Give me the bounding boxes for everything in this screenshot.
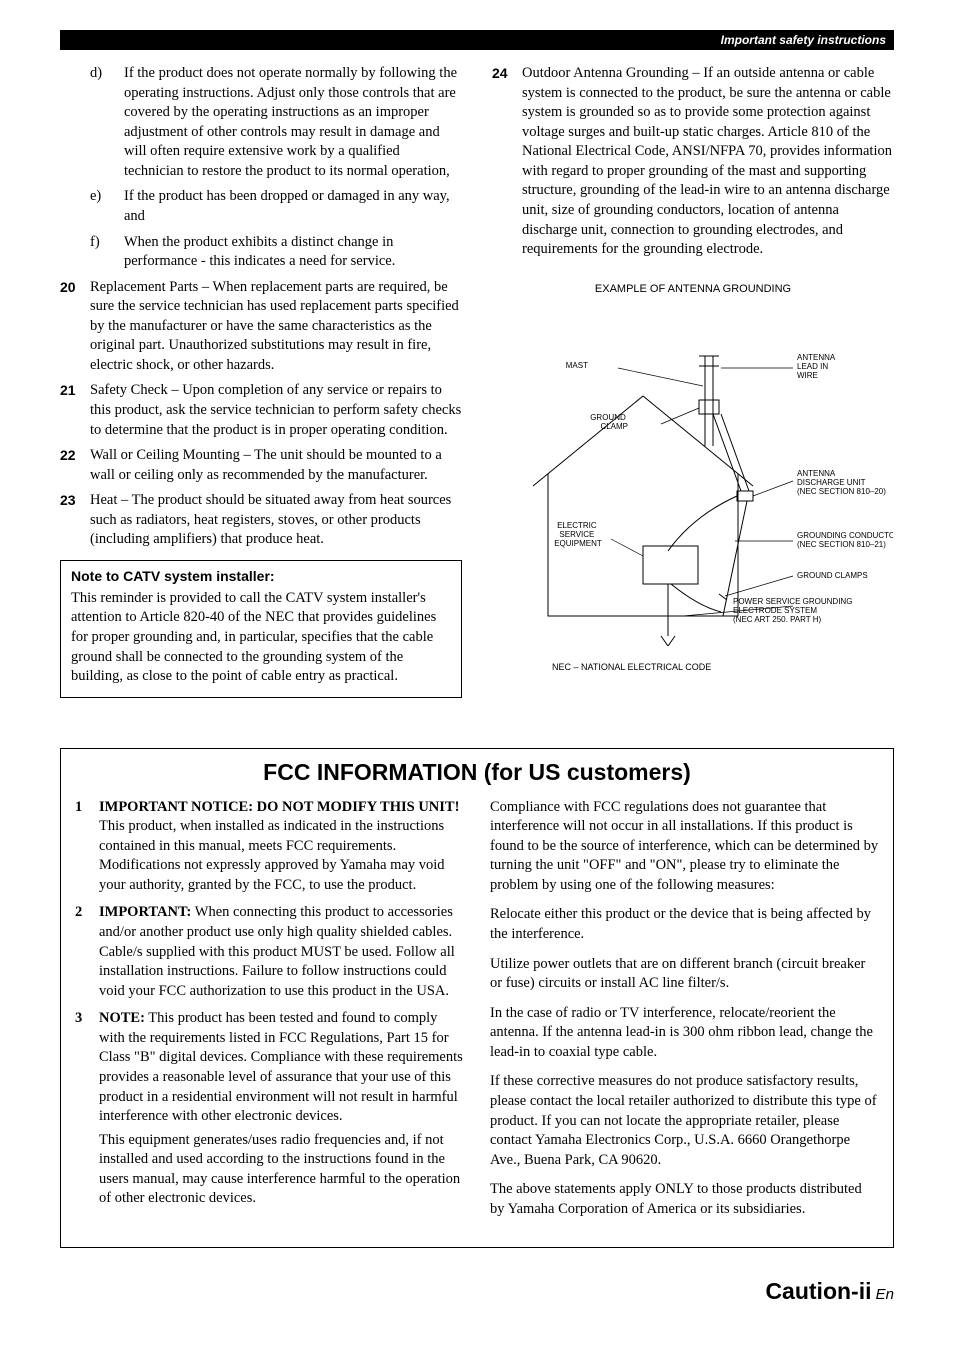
catv-title: Note to CATV system installer: (71, 567, 451, 586)
sub-label: f) (90, 233, 124, 272)
fcc-extra: This equipment generates/uses radio freq… (99, 1131, 464, 1209)
fcc-para: Compliance with FCC regulations does not… (490, 798, 879, 896)
fcc-left-col: 1 IMPORTANT NOTICE: DO NOT MODIFY THIS U… (75, 798, 464, 1230)
fcc-box: FCC INFORMATION (for US customers) 1 IMP… (60, 748, 894, 1249)
fcc-para: In the case of radio or TV interference,… (490, 1004, 879, 1063)
item-text: Wall or Ceiling Mounting – The unit shou… (90, 446, 462, 485)
fcc-body: NOTE: This product has been tested and f… (99, 1009, 464, 1209)
fcc-bold-lead: NOTE: (99, 1010, 145, 1026)
item-number: 23 (60, 491, 90, 550)
fcc-para: Relocate either this product or the devi… (490, 905, 879, 944)
fcc-title: FCC INFORMATION (for US customers) (75, 759, 879, 786)
item-number: 24 (492, 64, 522, 260)
fcc-text: This product has been tested and found t… (99, 1010, 463, 1124)
antenna-grounding-diagram: MAST ANTENNA LEAD IN WIRE GROUND CLAMP A… (492, 316, 894, 673)
fcc-item-1: 1 IMPORTANT NOTICE: DO NOT MODIFY THIS U… (75, 798, 464, 896)
fcc-body: IMPORTANT NOTICE: DO NOT MODIFY THIS UNI… (99, 798, 464, 896)
fcc-item-2: 2 IMPORTANT: When connecting this produc… (75, 903, 464, 1001)
fcc-bold-lead: IMPORTANT: (99, 904, 191, 920)
sub-label: d) (90, 64, 124, 181)
sub-text: If the product does not operate normally… (124, 64, 462, 181)
fcc-num: 1 (75, 798, 99, 896)
item-number: 22 (60, 446, 90, 485)
label-power-service: POWER SERVICE GROUNDING ELECTRODE SYSTEM… (733, 597, 855, 624)
fcc-bold-lead: IMPORTANT NOTICE: DO NOT MODIFY THIS UNI… (99, 799, 459, 815)
item-24: 24 Outdoor Antenna Grounding – If an out… (492, 64, 894, 260)
item-number: 21 (60, 381, 90, 440)
label-mast: MAST (566, 361, 588, 370)
header-bar: Important safety instructions (60, 30, 894, 50)
fcc-num: 2 (75, 903, 99, 1001)
sub-text: If the product has been dropped or damag… (124, 187, 462, 226)
label-electric: ELECTRIC SERVICE EQUIPMENT (554, 521, 602, 548)
item-text: Replacement Parts – When replacement par… (90, 278, 462, 376)
fcc-right-col: Compliance with FCC regulations does not… (490, 798, 879, 1230)
label-conductors: GROUNDING CONDUCTORS (NEC SECTION 810–21… (797, 531, 893, 549)
fcc-para: Utilize power outlets that are on differ… (490, 955, 879, 994)
fcc-columns: 1 IMPORTANT NOTICE: DO NOT MODIFY THIS U… (75, 798, 879, 1230)
sub-item-d: d) If the product does not operate norma… (60, 64, 462, 181)
label-lead-in: ANTENNA LEAD IN WIRE (797, 353, 837, 380)
fcc-num: 3 (75, 1009, 99, 1209)
label-ground-clamp-top: GROUND CLAMP (590, 413, 628, 431)
item-23: 23 Heat – The product should be situated… (60, 491, 462, 550)
catv-body: This reminder is provided to call the CA… (71, 589, 451, 687)
right-column: 24 Outdoor Antenna Grounding – If an out… (492, 64, 894, 698)
footer-main: Caution-ii (765, 1278, 871, 1304)
fcc-body: IMPORTANT: When connecting this product … (99, 903, 464, 1001)
item-text: Safety Check – Upon completion of any se… (90, 381, 462, 440)
item-20: 20 Replacement Parts – When replacement … (60, 278, 462, 376)
catv-note-box: Note to CATV system installer: This remi… (60, 560, 462, 698)
fcc-item-3: 3 NOTE: This product has been tested and… (75, 1009, 464, 1209)
item-22: 22 Wall or Ceiling Mounting – The unit s… (60, 446, 462, 485)
item-text: Heat – The product should be situated aw… (90, 491, 462, 550)
sub-text: When the product exhibits a distinct cha… (124, 233, 462, 272)
item-text: Outdoor Antenna Grounding – If an outsid… (522, 64, 894, 260)
label-ground-clamps: GROUND CLAMPS (797, 571, 868, 580)
footer-sub: En (871, 1286, 894, 1303)
sub-item-f: f) When the product exhibits a distinct … (60, 233, 462, 272)
fcc-para: The above statements apply ONLY to those… (490, 1180, 879, 1219)
label-discharge: ANTENNA DISCHARGE UNIT (NEC SECTION 810–… (797, 469, 886, 496)
item-number: 20 (60, 278, 90, 376)
sub-label: e) (90, 187, 124, 226)
top-columns: d) If the product does not operate norma… (60, 64, 894, 698)
left-column: d) If the product does not operate norma… (60, 64, 462, 698)
sub-item-e: e) If the product has been dropped or da… (60, 187, 462, 226)
item-21: 21 Safety Check – Upon completion of any… (60, 381, 462, 440)
diagram-title: EXAMPLE OF ANTENNA GROUNDING (492, 282, 894, 297)
nec-note: NEC – NATIONAL ELECTRICAL CODE (492, 661, 894, 673)
fcc-para: If these corrective measures do not prod… (490, 1072, 879, 1170)
page-footer: Caution-ii En (60, 1278, 894, 1305)
fcc-text: This product, when installed as indicate… (99, 818, 445, 893)
